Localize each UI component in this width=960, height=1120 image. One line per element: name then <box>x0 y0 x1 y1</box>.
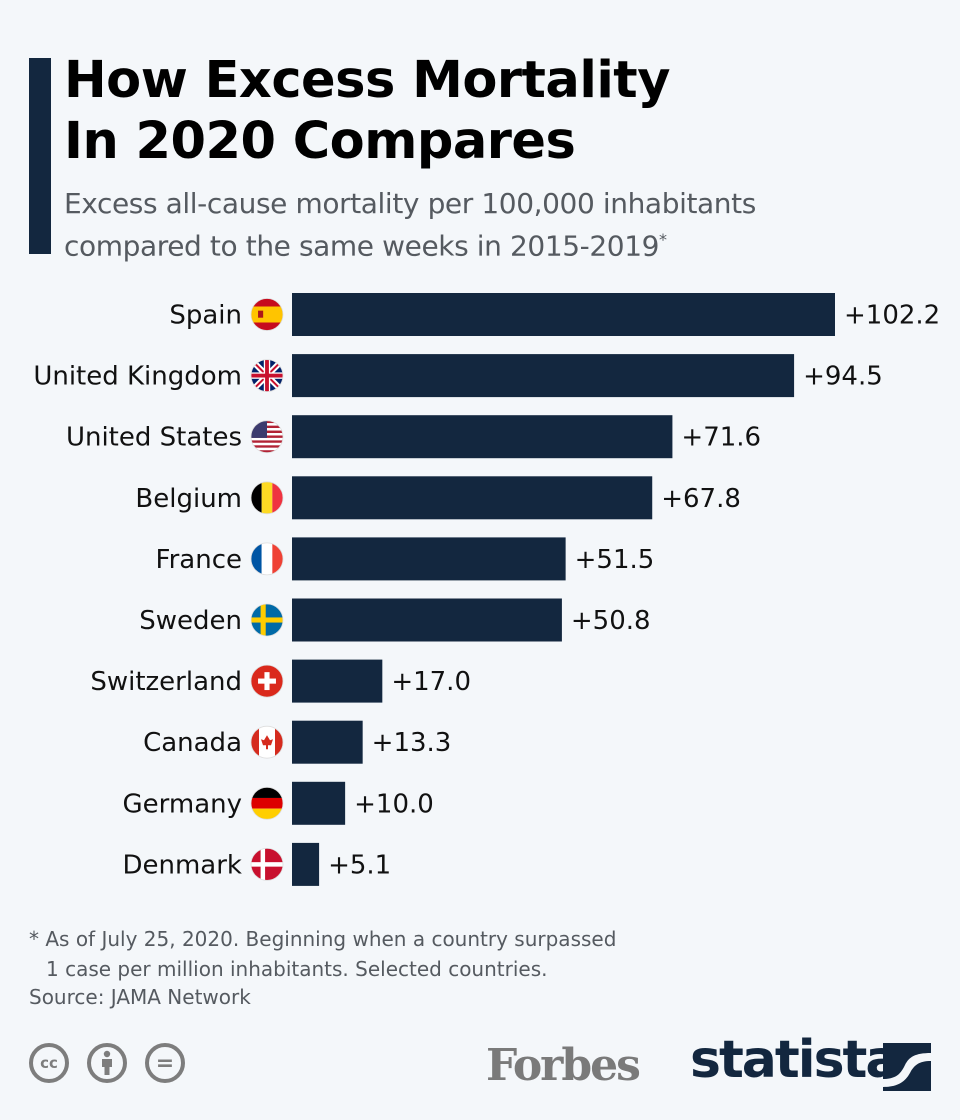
value-label: +50.8 <box>571 606 651 636</box>
value-label: +51.5 <box>575 545 655 575</box>
cc-icon[interactable]: cc <box>29 1043 69 1083</box>
value-label: +94.5 <box>803 362 883 392</box>
attribution-icon[interactable] <box>87 1043 127 1083</box>
title-line-1: How Excess Mortality <box>64 51 670 110</box>
forbes-logo[interactable]: Forbes <box>486 1040 641 1091</box>
value-label: +17.0 <box>391 667 471 697</box>
person-glyph <box>102 1050 112 1075</box>
category-label: United Kingdom <box>33 362 242 392</box>
value-label: +102.2 <box>844 301 940 331</box>
bar-row: Sweden +50.8 <box>139 598 651 642</box>
bar[interactable] <box>292 842 320 886</box>
flag-switzerland-icon <box>250 664 284 698</box>
statista-logo-text[interactable]: statista <box>690 1030 900 1090</box>
bar[interactable] <box>292 537 566 581</box>
subtitle-line-1: Excess all-cause mortality per 100,000 i… <box>64 187 756 220</box>
bar[interactable] <box>292 598 562 642</box>
category-label: Switzerland <box>90 667 242 697</box>
value-label: +13.3 <box>372 728 452 758</box>
cc-icon-text: cc <box>40 1054 58 1072</box>
bar-row: Denmark +5.1 <box>122 842 391 886</box>
bar-row: Belgium +67.8 <box>135 476 741 520</box>
bar[interactable] <box>292 354 795 398</box>
category-label: Denmark <box>122 850 242 880</box>
flag-germany-icon <box>250 786 284 820</box>
bar-row: Canada +13.3 <box>143 720 452 764</box>
bar-row: France +51.5 <box>156 537 655 581</box>
bar[interactable] <box>292 415 673 459</box>
bar-row: United Kingdom +94.5 <box>33 354 883 398</box>
flag-united-kingdom-icon <box>250 359 284 392</box>
footnote-line-2: 1 case per million inhabitants. Selected… <box>46 957 548 981</box>
bar[interactable] <box>292 720 363 764</box>
bar[interactable] <box>292 781 346 825</box>
bar-chart: Spain +102.2 United Kingdom +94.5 United Sta… <box>33 293 940 886</box>
subtitle-footnote-mark: * <box>659 230 667 249</box>
flag-united-states-icon <box>250 420 284 454</box>
bar-row: United States +71.6 <box>66 415 761 459</box>
value-label: +71.6 <box>681 423 761 453</box>
footnote-line-1: * As of July 25, 2020. Beginning when a … <box>29 927 617 951</box>
subtitle-line-2: compared to the same weeks in 2015-2019 <box>64 229 660 263</box>
no-derivatives-icon[interactable]: = <box>145 1043 185 1083</box>
bar[interactable] <box>292 293 835 336</box>
chart-subtitle: Excess all-cause mortality per 100,000 i… <box>64 186 756 264</box>
category-label: Canada <box>143 728 242 758</box>
flag-denmark-icon <box>250 848 284 881</box>
title-accent-bar <box>29 58 51 254</box>
value-label: +67.8 <box>661 484 741 514</box>
chart-title: How Excess Mortality In 2020 Compares <box>64 50 670 172</box>
statista-logo-icon[interactable] <box>883 1043 931 1091</box>
bar[interactable] <box>292 476 653 520</box>
category-label: Sweden <box>139 606 242 636</box>
bar-row: Germany +10.0 <box>122 781 434 825</box>
flag-sweden-icon <box>250 603 284 637</box>
category-label: France <box>156 545 242 575</box>
equals-glyph: = <box>155 1050 175 1076</box>
bar-row: Switzerland +17.0 <box>90 659 471 703</box>
footnote: * As of July 25, 2020. Beginning when a … <box>29 924 616 984</box>
category-label: Spain <box>169 301 242 331</box>
flag-canada-icon <box>250 725 284 759</box>
bar-row: Spain +102.2 <box>169 293 940 336</box>
flag-france-icon <box>250 542 284 576</box>
value-label: +10.0 <box>354 789 434 819</box>
flag-belgium-icon <box>250 481 284 515</box>
category-label: Belgium <box>135 484 242 514</box>
source-text: Source: JAMA Network <box>29 985 251 1009</box>
value-label: +5.1 <box>328 850 391 880</box>
bar[interactable] <box>292 659 383 703</box>
flag-spain-icon <box>250 298 284 331</box>
category-label: United States <box>66 423 242 453</box>
category-label: Germany <box>122 789 242 819</box>
title-line-2: In 2020 Compares <box>64 112 576 171</box>
